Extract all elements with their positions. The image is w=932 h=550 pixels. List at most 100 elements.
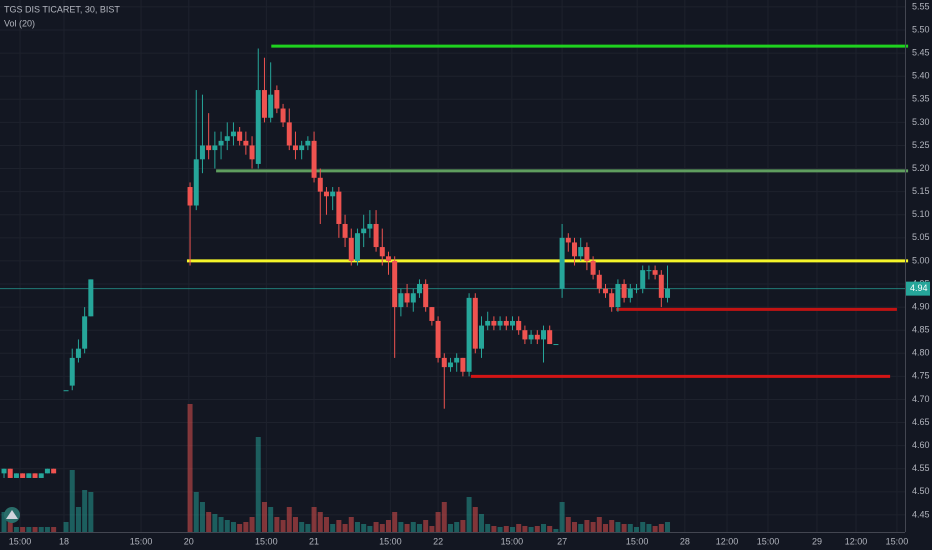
candle-body (460, 357, 466, 372)
x-tick-label: 15:00 (255, 536, 278, 546)
volume-bar (330, 524, 336, 532)
candle-body (299, 145, 305, 151)
candle-body (578, 247, 584, 257)
volume-bar (44, 527, 50, 532)
candle-body (311, 140, 317, 178)
volume-bar (311, 507, 317, 532)
candle-body (472, 297, 478, 349)
volume-bar (516, 524, 522, 532)
volume-bar (454, 522, 460, 532)
candle-body (640, 270, 646, 289)
candle-body (7, 468, 13, 478)
candle-body (206, 145, 212, 151)
volume-bar (249, 517, 255, 532)
y-tick-label: 5.10 (912, 209, 930, 219)
volume-bar (410, 522, 416, 532)
candle-body (373, 223, 379, 248)
volume-bar (7, 522, 13, 532)
y-tick-label: 4.50 (912, 486, 930, 496)
x-tick-label: 15:00 (379, 536, 402, 546)
volume-bar (429, 526, 435, 532)
volume-bar (336, 520, 342, 532)
candle-body (609, 293, 615, 308)
volume-bar (292, 517, 298, 532)
candle-body (193, 159, 199, 206)
volume-bar (51, 527, 57, 532)
x-tick-label: 27 (557, 536, 567, 546)
volume-bar (286, 507, 292, 532)
volume-bar (472, 507, 478, 532)
candle-body (237, 131, 243, 141)
candle-body (323, 191, 329, 197)
volume-label: Vol (20) (4, 18, 35, 28)
volume-bar (38, 527, 44, 532)
candle-body (63, 390, 69, 392)
candle-body (379, 247, 385, 257)
last-price-box (906, 281, 930, 296)
volume-bar (255, 437, 261, 532)
y-tick-label: 5.05 (912, 232, 930, 242)
volume-bar (503, 526, 509, 532)
candle-body (38, 473, 44, 478)
candle-body (435, 320, 441, 358)
volume-bar (584, 520, 590, 532)
volume-bar (1, 512, 7, 532)
axes: 5.55 5.50 5.45 5.40 5.35 5.30 5.25 5.20 5.15 5.10… (9, 1, 930, 546)
volume-bar (199, 502, 205, 532)
candle-body (503, 320, 509, 326)
volume-bar (621, 524, 627, 532)
volume-bar (652, 526, 658, 532)
candle-body (348, 237, 354, 261)
candle-body (559, 237, 565, 289)
volume-bar (299, 522, 305, 532)
y-tick-label: 4.85 (912, 325, 930, 335)
volume-bar (280, 520, 286, 532)
volume-bar (361, 524, 367, 532)
candle-body (516, 320, 522, 331)
volume-bar (423, 520, 429, 532)
volume-bar (603, 524, 609, 532)
y-tick-label: 4.80 (912, 348, 930, 358)
volume-bar (491, 526, 497, 532)
candle-body (528, 334, 534, 340)
candle-body (478, 325, 484, 349)
y-tick-label: 5.00 (912, 255, 930, 265)
candle-body (441, 357, 447, 368)
candle-body (410, 293, 416, 303)
volume-bar (26, 527, 32, 532)
volume-bar (447, 524, 453, 532)
volume-bar (640, 522, 646, 532)
x-tick-label: 21 (309, 536, 319, 546)
x-tick-label: 15:00 (757, 536, 780, 546)
candle-body (354, 233, 360, 261)
candle-body (540, 330, 546, 340)
candle-body (224, 136, 230, 141)
y-tick-label: 4.45 (912, 509, 930, 519)
candle-body (547, 330, 553, 345)
volume-bar (509, 527, 515, 532)
volume-bar (373, 522, 379, 532)
candle-body (361, 228, 367, 234)
candle-body (280, 108, 286, 123)
volume-bar (665, 522, 671, 532)
candle-body (44, 468, 50, 474)
candle-body (1, 468, 7, 474)
y-tick-label: 4.55 (912, 463, 930, 473)
volume-bar (559, 502, 565, 532)
volume-bar (528, 527, 534, 532)
volume-bar (237, 524, 243, 532)
candle-body (447, 362, 453, 368)
levels (0, 44, 909, 378)
candle-body (497, 320, 503, 326)
grid (0, 0, 905, 532)
volume-bar (367, 526, 373, 532)
volume-bar (497, 527, 503, 532)
volume-bar (565, 517, 571, 532)
candle-body (423, 284, 429, 308)
x-tick-label: 12:00 (845, 536, 868, 546)
volume-bar (634, 527, 640, 532)
y-tick-label: 5.35 (912, 94, 930, 104)
volume-bar (460, 520, 466, 532)
candle-body (553, 344, 559, 346)
